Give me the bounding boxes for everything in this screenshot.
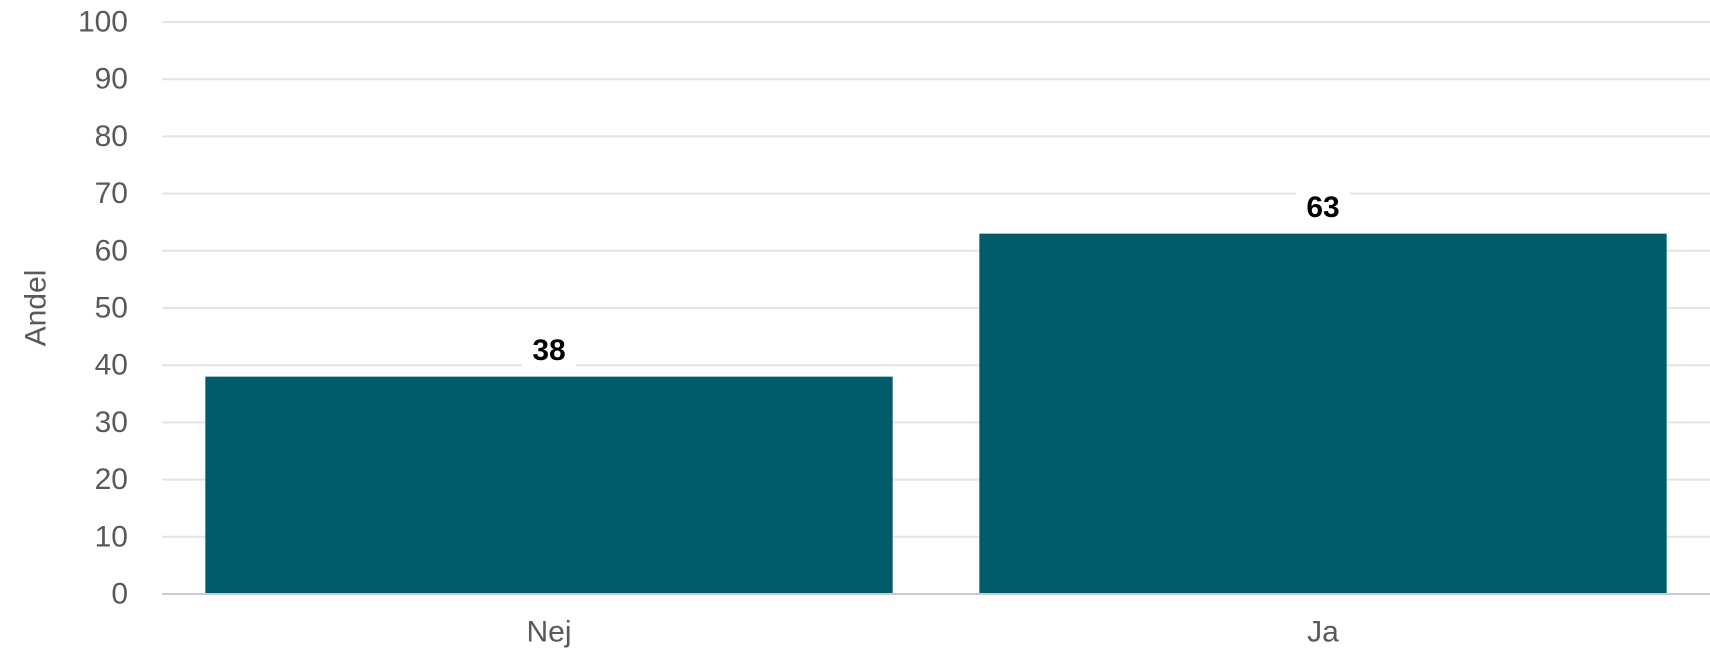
y-axis-ticks: 0 10 20 30 40 50 60 70 80 90 100 — [78, 6, 128, 611]
y-tick-label: 0 — [111, 578, 128, 611]
x-tick-label: Ja — [1307, 616, 1339, 649]
y-tick-label: 50 — [95, 292, 128, 325]
bar-ja — [979, 233, 1667, 594]
data-labels: 38 63 — [522, 185, 1350, 373]
bars — [205, 233, 1667, 594]
bar-nej — [205, 376, 893, 594]
y-tick-label: 30 — [95, 406, 128, 439]
y-tick-label: 20 — [95, 463, 128, 496]
x-tick-label: Nej — [526, 616, 571, 649]
y-axis-label: Andel — [20, 270, 53, 347]
data-label: 38 — [532, 334, 565, 367]
x-axis-ticks: Nej Ja — [526, 616, 1339, 649]
data-label: 63 — [1306, 191, 1339, 224]
y-tick-label: 100 — [78, 6, 128, 39]
y-tick-label: 40 — [95, 349, 128, 382]
data-label-background — [1296, 185, 1350, 230]
data-label-background — [522, 328, 576, 373]
y-tick-label: 60 — [95, 234, 128, 267]
y-tick-label: 10 — [95, 520, 128, 553]
y-tick-label: 70 — [95, 177, 128, 210]
y-tick-label: 80 — [95, 120, 128, 153]
y-tick-label: 90 — [95, 63, 128, 96]
